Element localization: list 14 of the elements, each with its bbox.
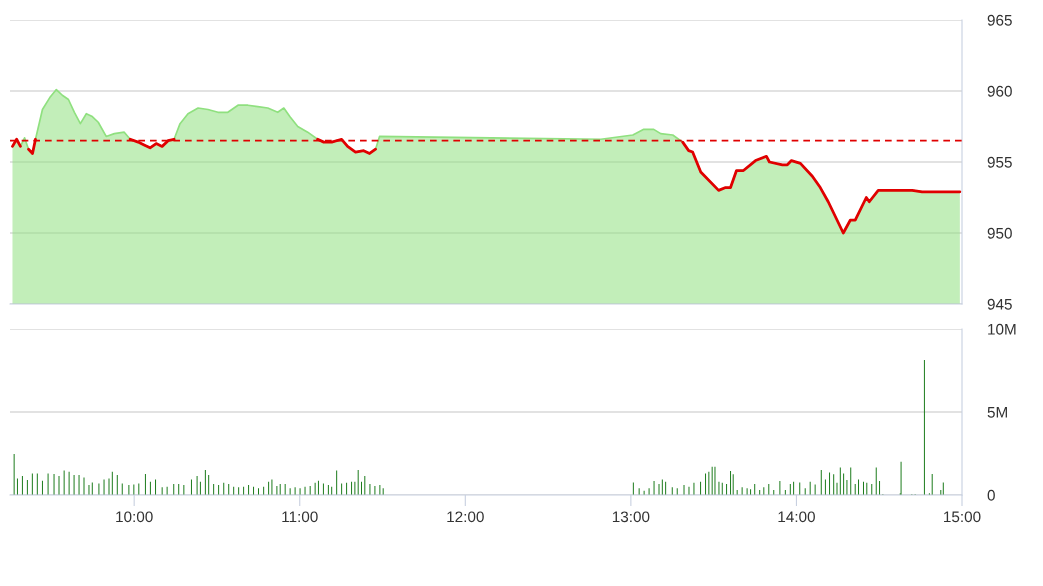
y-tick-label: 955 bbox=[987, 156, 1012, 168]
y-tick-label: 5M bbox=[987, 407, 1007, 418]
x-tick-label: 10:00 bbox=[116, 511, 153, 523]
x-tick-label: 14:00 bbox=[778, 511, 815, 523]
y-tick-label: 0 bbox=[987, 489, 995, 501]
y-tick-label: 960 bbox=[987, 85, 1012, 97]
y-tick-label: 10M bbox=[988, 323, 1016, 335]
x-tick-label: 12:00 bbox=[447, 511, 484, 523]
x-tick-label: 13:00 bbox=[612, 511, 650, 523]
y-tick-label: 945 bbox=[987, 298, 1012, 310]
y-tick-label: 965 bbox=[987, 14, 1012, 26]
y-tick-label: 950 bbox=[987, 227, 1012, 239]
x-tick-label: 15:00 bbox=[944, 511, 981, 523]
x-tick-label: 11:00 bbox=[282, 511, 318, 523]
